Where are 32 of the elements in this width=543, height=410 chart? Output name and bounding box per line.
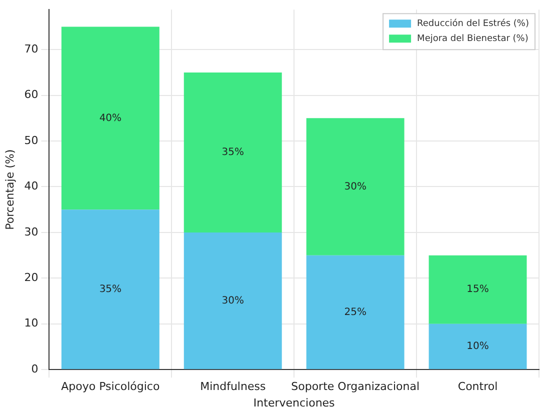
bar xyxy=(61,26,160,210)
data-label: 40% xyxy=(99,112,122,124)
bar xyxy=(184,72,282,232)
x-tick-label: Control xyxy=(458,380,498,394)
y-tick-label: 40 xyxy=(24,180,38,193)
y-axis-title: Porcentaje (%) xyxy=(3,149,16,230)
data-label: 35% xyxy=(99,284,122,295)
data-label: 25% xyxy=(344,306,366,318)
y-tick-label: 20 xyxy=(24,271,38,284)
data-label: 35% xyxy=(222,147,244,158)
data-label: 30% xyxy=(344,181,366,192)
bar xyxy=(306,255,404,370)
y-tick-label: 50 xyxy=(24,134,38,147)
data-label: 15% xyxy=(466,284,489,296)
x-tick-label: Mindfulness xyxy=(200,380,266,394)
bar xyxy=(306,118,404,256)
y-tick-label: 30 xyxy=(24,225,38,238)
x-axis-title: Intervenciones xyxy=(253,396,336,410)
y-tick-label: 60 xyxy=(24,88,38,102)
data-label: 10% xyxy=(466,341,489,352)
y-tick-label: 70 xyxy=(24,42,38,56)
bar xyxy=(428,324,527,370)
data-label: 30% xyxy=(222,295,244,306)
bar xyxy=(428,255,527,324)
y-tick-label: 10 xyxy=(24,316,38,330)
x-tick-label: Apoyo Psicológico xyxy=(61,380,160,394)
bar xyxy=(61,210,160,370)
legend-label: Reducción del Estrés (%) xyxy=(417,18,529,29)
bar xyxy=(184,232,282,370)
y-tick-label: 0 xyxy=(31,362,38,376)
legend-label: Mejora del Bienestar (%) xyxy=(417,34,528,44)
x-tick-label: Soporte Organizacional xyxy=(291,380,420,394)
